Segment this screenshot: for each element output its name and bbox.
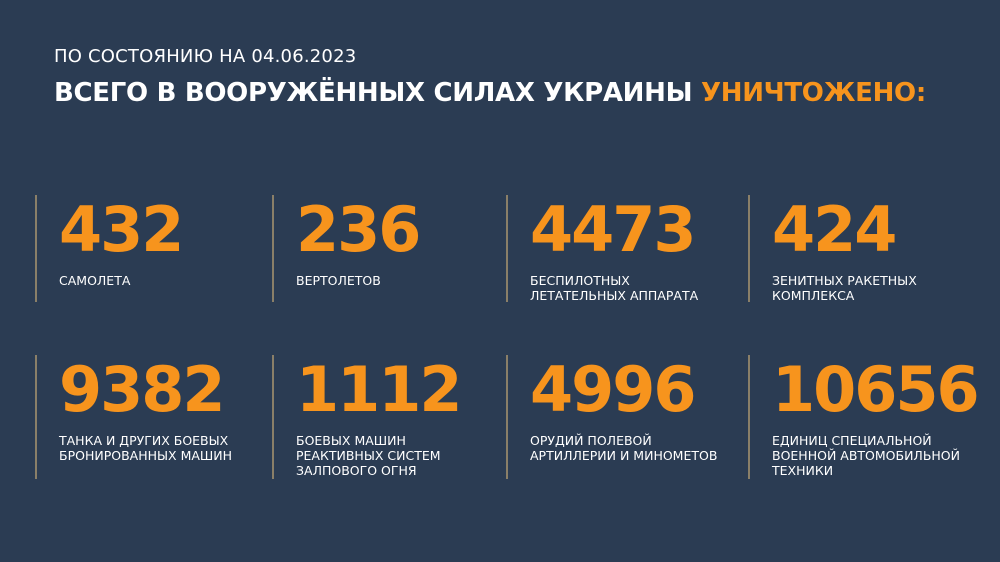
stat-label-line: ОРУДИЙ ПОЛЕВОЙ [530, 433, 652, 448]
stat-label-line: РЕАКТИВНЫХ СИСТЕМ [296, 448, 441, 463]
stat-label-line: ТЕХНИКИ [772, 463, 834, 478]
date-line: ПО СОСТОЯНИЮ НА 04.06.2023 [54, 46, 357, 67]
stat-label-line: ЗАЛПОВОГО ОГНЯ [296, 463, 417, 478]
stat-vehicles: 10656 ЕДИНИЦ СПЕЦИАЛЬНОЙ ВОЕННОЙ АВТОМОБИЛ… [748, 353, 980, 479]
stat-label: БОЕВЫХ МАШИН РЕАКТИВНЫХ СИСТЕМ ЗАЛПОВОГО О… [296, 433, 461, 478]
stat-sam-systems: 424 ЗЕНИТНЫХ РАКЕТНЫХ КОМПЛЕКСА [748, 193, 917, 303]
stat-value: 9382 [59, 353, 226, 426]
stat-label: ВЕРТОЛЕТОВ [296, 273, 419, 288]
stat-label-line: БРОНИРОВАННЫХ МАШИН [59, 448, 233, 463]
stat-label-line: АРТИЛЛЕРИИ И МИНОМЕТОВ [530, 448, 718, 463]
stat-artillery: 4996 ОРУДИЙ ПОЛЕВОЙ АРТИЛЛЕРИИ И МИНОМЕТОВ [506, 355, 717, 479]
stat-label: ТАНКА И ДРУГИХ БОЕВЫХ БРОНИРОВАННЫХ МАШИН [59, 433, 232, 463]
title-highlight: УНИЧТОЖЕНО: [700, 78, 926, 108]
stat-mlrs: 1112 БОЕВЫХ МАШИН РЕАКТИВНЫХ СИСТЕМ ЗАЛПОВО… [272, 353, 463, 479]
stat-value: 10656 [772, 353, 980, 426]
stat-aircraft: 432 САМОЛЕТА [35, 193, 184, 302]
stat-label-line: САМОЛЕТА [59, 273, 131, 288]
stat-uav: 4473 БЕСПИЛОТНЫХ ЛЕТАТЕЛЬНЫХ АППАРАТА [506, 193, 698, 303]
stat-helicopters: 236 ВЕРТОЛЕТОВ [272, 193, 421, 302]
stat-value: 432 [59, 193, 184, 266]
stat-label: ЕДИНИЦ СПЕЦИАЛЬНОЙ ВОЕННОЙ АВТОМОБИЛЬНОЙ Т… [772, 433, 978, 478]
stat-label-line: ЛЕТАТЕЛЬНЫХ АППАРАТА [530, 288, 699, 303]
stat-value: 236 [296, 193, 421, 266]
stat-label: ЗЕНИТНЫХ РАКЕТНЫХ КОМПЛЕКСА [772, 273, 917, 303]
stat-label-line: ТАНКА И ДРУГИХ БОЕВЫХ [59, 433, 229, 448]
stat-label-line: ЕДИНИЦ СПЕЦИАЛЬНОЙ [772, 433, 932, 448]
page-title: ВСЕГО В ВООРУЖЁННЫХ СИЛАХ УКРАИНЫ УНИЧТО… [54, 78, 926, 108]
stat-label: САМОЛЕТА [59, 273, 182, 288]
stat-label-line: ВЕРТОЛЕТОВ [296, 273, 381, 288]
stat-label-line: ЗЕНИТНЫХ РАКЕТНЫХ [772, 273, 917, 288]
stat-value: 4996 [530, 353, 697, 426]
stat-label-line: БОЕВЫХ МАШИН [296, 433, 406, 448]
stat-label-line: БЕСПИЛОТНЫХ [530, 273, 630, 288]
stat-tanks: 9382 ТАНКА И ДРУГИХ БОЕВЫХ БРОНИРОВАННЫХ М… [35, 355, 232, 479]
stat-value: 1112 [296, 353, 463, 426]
stat-label-line: ВОЕННОЙ АВТОМОБИЛЬНОЙ [772, 448, 960, 463]
stat-value: 4473 [530, 193, 697, 266]
title-main: ВСЕГО В ВООРУЖЁННЫХ СИЛАХ УКРАИНЫ [54, 78, 693, 108]
stat-value: 424 [772, 193, 897, 266]
stat-label: БЕСПИЛОТНЫХ ЛЕТАТЕЛЬНЫХ АППАРАТА [530, 273, 698, 303]
stat-label-line: КОМПЛЕКСА [772, 288, 855, 303]
stat-label: ОРУДИЙ ПОЛЕВОЙ АРТИЛЛЕРИИ И МИНОМЕТОВ [530, 433, 717, 463]
